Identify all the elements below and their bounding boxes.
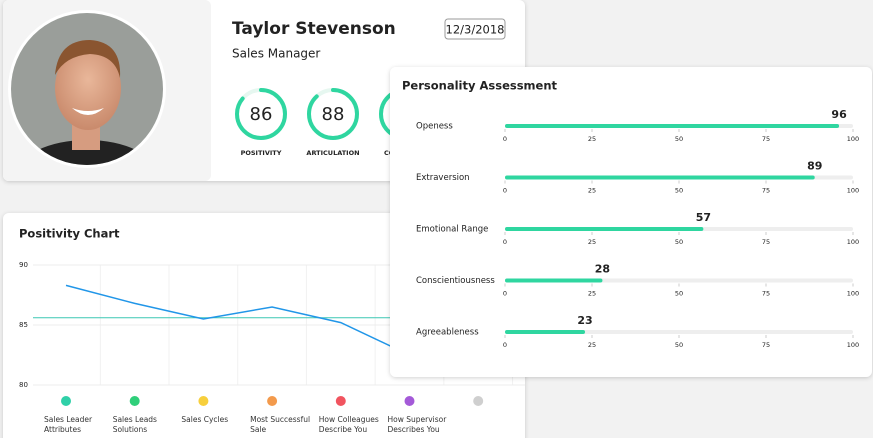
x-tick-label: 100: [847, 341, 859, 349]
x-tick-label: 50: [675, 290, 683, 298]
score-label: POSITIVITY: [241, 149, 282, 157]
x-tick-label: 75: [762, 238, 770, 246]
x-tick-label: 75: [762, 187, 770, 195]
legend-dot: [335, 396, 346, 406]
profile-card: Taylor Stevenson Sales Manager 12/3/2018…: [3, 0, 525, 181]
x-tick-label: 50: [675, 187, 683, 195]
category-label: How Colleagues Describe You: [318, 415, 379, 434]
x-tick-label: 100: [847, 238, 859, 246]
category-label: How Supervisor Describes You: [387, 415, 447, 434]
x-tick-label: 0: [503, 187, 507, 195]
x-tick-label: 75: [762, 290, 770, 298]
score-label: CO: [384, 149, 395, 157]
x-tick-label: 25: [588, 238, 596, 246]
name: Taylor Stevenson: [232, 19, 396, 39]
bar: [505, 227, 704, 231]
x-tick-label: 50: [675, 341, 683, 349]
x-tick-label: 25: [588, 135, 596, 143]
ring: [235, 88, 287, 140]
category-label: Sales Leads Solutions: [112, 415, 157, 434]
x-tick-label: 75: [762, 341, 770, 349]
value-label: 89: [807, 160, 822, 173]
y-tick-label: 85: [19, 321, 28, 329]
category-label: Emotional Range: [416, 225, 488, 235]
card: [390, 67, 872, 377]
category-label: Agreeableness: [416, 328, 479, 338]
x-tick-label: 75: [762, 135, 770, 143]
bar: [505, 278, 603, 283]
value-label: 96: [831, 108, 847, 121]
category-label: Most Successful Sale: [250, 415, 311, 434]
role: Sales Manager: [232, 47, 320, 61]
y-tick-label: 80: [19, 381, 28, 389]
date-box: [444, 18, 506, 40]
x-tick-label: 25: [588, 290, 596, 298]
x-tick-label: 25: [588, 341, 596, 349]
y-tick-label: 90: [19, 261, 28, 269]
legend-dot: [473, 396, 484, 406]
x-tick-label: 0: [503, 135, 507, 143]
chart-title: Personality Assessment: [402, 79, 558, 93]
personality-card: Personality Assessment Openess 96 0 25 50 75 1…: [390, 67, 872, 377]
legend-dot: [61, 396, 71, 406]
value-label: 28: [595, 263, 610, 276]
x-tick-label: 100: [847, 135, 859, 143]
bar-track: [505, 330, 853, 334]
legend-dot: [129, 396, 140, 406]
x-tick-label: 100: [847, 290, 859, 298]
x-tick-label: 0: [503, 290, 507, 298]
bar: [505, 330, 586, 334]
chart-title: Positivity Chart: [19, 227, 120, 241]
bar: [505, 124, 840, 128]
x-tick-label: 0: [503, 341, 507, 349]
legend-dot: [267, 396, 278, 406]
category-label: Extraversion: [416, 173, 470, 183]
category-label: Conscientiousness: [416, 276, 495, 286]
x-tick-label: 25: [588, 187, 596, 195]
score-value: 86: [250, 104, 273, 125]
score-value: 88: [322, 104, 345, 125]
x-tick-label: 0: [503, 238, 507, 246]
x-tick-label: 50: [675, 135, 683, 143]
legend-dot: [198, 396, 209, 406]
value-label: 57: [696, 211, 711, 224]
score-label: ARTICULATION: [306, 149, 359, 157]
bar: [505, 175, 815, 180]
legend-dot: [404, 396, 415, 406]
category-label: Openess: [416, 122, 453, 132]
category-label: Sales Leader Attributes: [44, 415, 93, 434]
x-tick-label: 50: [675, 238, 683, 246]
x-tick-label: 100: [847, 187, 859, 195]
category-label: Sales Cycles: [181, 415, 229, 424]
ring: [307, 88, 359, 140]
value-label: 23: [577, 314, 592, 327]
date: 12/3/2018: [446, 23, 505, 37]
